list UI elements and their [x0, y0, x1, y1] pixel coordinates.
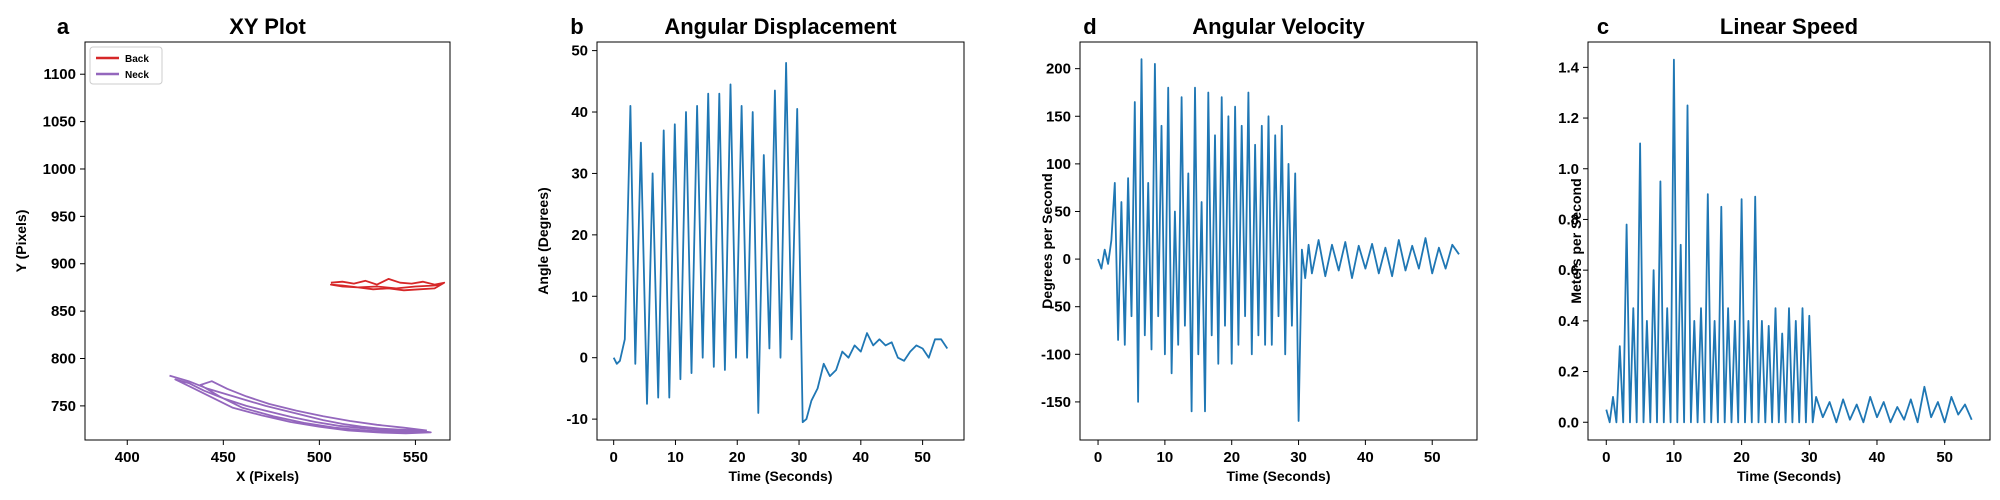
- x-tick-label: 0: [610, 449, 618, 466]
- plot-frame: [1587, 41, 1991, 441]
- y-tick-label: 900: [51, 256, 76, 273]
- plot-frame: [596, 41, 965, 441]
- y-tick-label: 1100: [43, 66, 76, 83]
- chart-title: Linear Speed: [1720, 14, 1858, 39]
- x-tick-label: 0: [1094, 449, 1102, 466]
- y-tick-label: 750: [51, 398, 76, 415]
- y-tick-label: 1000: [43, 161, 76, 178]
- x-tick-label: 30: [791, 449, 808, 466]
- x-tick-label: 50: [1936, 449, 1953, 466]
- series-line-0: [612, 62, 949, 424]
- panel-a: XY Plot a 400 450 500 550 750 800 850 900 950 1000 1…: [13, 14, 451, 484]
- y-tick-label: 1.2: [1558, 110, 1579, 127]
- y-axis-label: Angle (Degrees): [535, 187, 551, 294]
- x-tick-label: 20: [1223, 449, 1240, 466]
- panel-b: Angular Displacement b 0 10 20 30 40 50 -10 0 10 20…: [535, 14, 965, 484]
- y-tick-label: 0: [580, 350, 588, 367]
- plot-area: [1605, 58, 1973, 424]
- x-tick-label: 0: [1602, 449, 1610, 466]
- y-tick-label: -150: [1041, 394, 1071, 411]
- y-tick-label: 40: [571, 104, 588, 121]
- plot-frame: [84, 41, 451, 441]
- legend-label-back: Back: [125, 54, 149, 65]
- legend: Back Neck: [89, 46, 163, 85]
- x-axis-label: Time (Seconds): [1227, 468, 1331, 484]
- y-tick-label: 800: [51, 351, 76, 368]
- x-tick-label: 30: [1801, 449, 1818, 466]
- y-tick-label: 0.8: [1558, 211, 1579, 228]
- panel-letter: c: [1597, 14, 1609, 39]
- y-axis-label: Meters per Second: [1568, 178, 1584, 303]
- y-tick-label: 1.4: [1558, 59, 1580, 76]
- panel-letter: b: [570, 14, 583, 39]
- x-tick-label: 500: [307, 449, 332, 466]
- y-tick-label: 200: [1046, 61, 1071, 78]
- panel-letter: a: [57, 14, 70, 39]
- y-tick-label: -50: [1049, 299, 1071, 316]
- chart-title: Angular Velocity: [1192, 14, 1365, 39]
- x-axis-label: X (Pixels): [236, 468, 299, 484]
- x-axis-label: Time (Seconds): [729, 468, 833, 484]
- y-tick-label: 1.0: [1558, 161, 1579, 178]
- legend-label-neck: Neck: [125, 70, 149, 81]
- series-line-neck: [169, 374, 432, 435]
- plot-frame: [1079, 41, 1478, 441]
- x-tick-label: 40: [1357, 449, 1374, 466]
- y-axis-label: Degrees per Second: [1039, 173, 1055, 308]
- series-line-0: [1605, 58, 1973, 424]
- y-tick-label: 0.4: [1558, 313, 1580, 330]
- y-tick-label: -10: [566, 411, 588, 428]
- x-tick-label: 20: [729, 449, 746, 466]
- x-tick-label: 40: [1869, 449, 1886, 466]
- panel-d: Angular Velocity d 0 10 20 30 40 50 -150 -100 -50 0…: [1039, 14, 1478, 484]
- series-line-0: [1097, 58, 1460, 422]
- x-axis-label: Time (Seconds): [1737, 468, 1841, 484]
- plot-area: [169, 277, 446, 435]
- x-tick-label: 400: [115, 449, 140, 466]
- x-tick-label: 450: [211, 449, 236, 466]
- plot-area: [612, 62, 949, 424]
- x-tick-label: 50: [1424, 449, 1441, 466]
- y-tick-label: 950: [51, 208, 76, 225]
- y-tick-label: 0.2: [1558, 364, 1579, 381]
- y-tick-label: 30: [571, 165, 588, 182]
- y-tick-label: 50: [1054, 203, 1071, 220]
- y-tick-label: 850: [51, 303, 76, 320]
- x-tick-label: 550: [403, 449, 428, 466]
- y-tick-label: 150: [1046, 108, 1071, 125]
- y-tick-label: 0.0: [1558, 414, 1579, 431]
- y-tick-label: 20: [571, 227, 588, 244]
- chart-title: XY Plot: [229, 14, 306, 39]
- plot-area: [1097, 58, 1460, 422]
- y-tick-label: 0.6: [1558, 262, 1579, 279]
- y-tick-label: -100: [1041, 346, 1071, 363]
- x-tick-label: 30: [1290, 449, 1307, 466]
- y-tick-label: 10: [571, 288, 588, 305]
- y-tick-label: 0: [1063, 251, 1071, 268]
- x-tick-label: 10: [1666, 449, 1683, 466]
- panel-letter: d: [1083, 14, 1096, 39]
- y-tick-label: 100: [1046, 156, 1071, 173]
- x-tick-label: 50: [914, 449, 931, 466]
- series-line-back: [329, 277, 446, 292]
- panel-c: Linear Speed c 0 10 20 30 40 50 0.0 0.2 0.4 0.6 0.8 1…: [1558, 14, 1991, 484]
- y-tick-label: 50: [571, 43, 588, 60]
- x-tick-label: 20: [1733, 449, 1750, 466]
- y-axis-label: Y (Pixels): [13, 210, 29, 273]
- y-tick-label: 1050: [43, 114, 76, 131]
- chart-title: Angular Displacement: [664, 14, 897, 39]
- x-tick-label: 10: [1157, 449, 1174, 466]
- x-tick-label: 10: [667, 449, 684, 466]
- x-tick-label: 40: [852, 449, 869, 466]
